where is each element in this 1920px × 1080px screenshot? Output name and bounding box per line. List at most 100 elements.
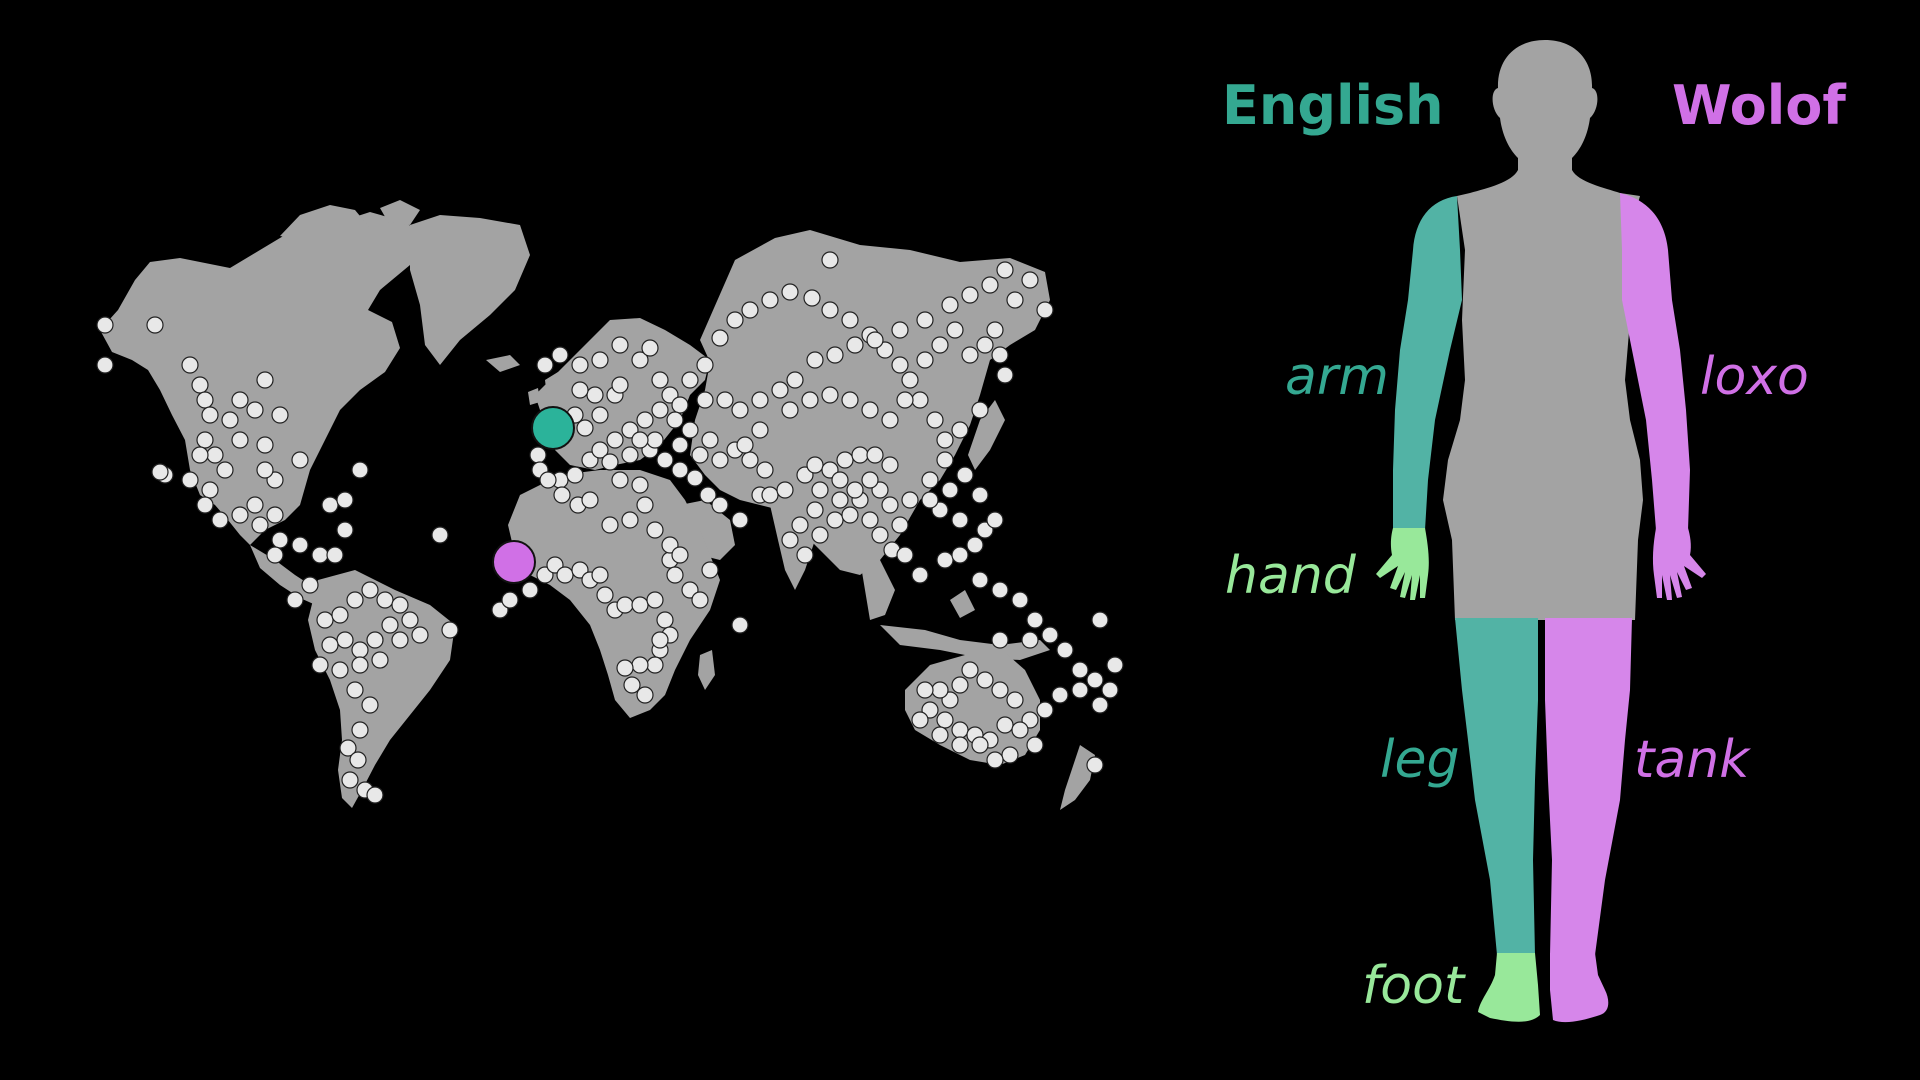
figure-hand-wolof [1652, 528, 1706, 600]
wolof-title: Wolof [1672, 74, 1846, 137]
language-dot [936, 451, 954, 469]
language-dot [1071, 681, 1089, 699]
language-dots [96, 251, 1124, 804]
language-dot [871, 526, 889, 544]
language-dot [431, 526, 449, 544]
language-dot [1021, 271, 1039, 289]
language-dot [566, 466, 584, 484]
language-dot [1071, 661, 1089, 679]
language-dot [96, 356, 114, 374]
language-dot [536, 356, 554, 374]
language-dot [741, 301, 759, 319]
language-dot [291, 451, 309, 469]
language-dot [201, 406, 219, 424]
language-dot [336, 631, 354, 649]
language-dot [361, 696, 379, 714]
language-dot [366, 786, 384, 804]
language-dot [971, 736, 989, 754]
language-dot [936, 551, 954, 569]
language-dot [1056, 641, 1074, 659]
language-dot [1086, 671, 1104, 689]
language-dot [731, 401, 749, 419]
language-dot [601, 516, 619, 534]
language-dot [311, 546, 329, 564]
language-dot [881, 496, 899, 514]
language-dot [971, 571, 989, 589]
language-dot [256, 461, 274, 479]
language-dot [521, 581, 539, 599]
figure-leg-wolof [1545, 618, 1632, 955]
language-dot [246, 496, 264, 514]
language-dot [246, 401, 264, 419]
continent-british-isles [528, 372, 565, 412]
language-dot [211, 511, 229, 529]
language-dot [681, 421, 699, 439]
language-dot [996, 366, 1014, 384]
language-dot [381, 616, 399, 634]
language-dot [916, 351, 934, 369]
language-dot [551, 346, 569, 364]
language-dot [1011, 721, 1029, 739]
language-dot [846, 336, 864, 354]
language-dot [501, 591, 519, 609]
language-dot [996, 716, 1014, 734]
language-dot [826, 346, 844, 364]
language-dot [911, 711, 929, 729]
language-dot [666, 566, 684, 584]
figure-torso [1443, 170, 1643, 620]
language-dot [866, 446, 884, 464]
language-dot [636, 411, 654, 429]
language-dot [651, 371, 669, 389]
language-dot [941, 481, 959, 499]
language-dot [529, 446, 547, 464]
language-dot [231, 506, 249, 524]
language-dot [411, 626, 429, 644]
language-dot [711, 451, 729, 469]
language-dot [611, 471, 629, 489]
language-dot [196, 496, 214, 514]
language-dot [339, 739, 357, 757]
language-dot [196, 431, 214, 449]
language-dot [636, 686, 654, 704]
language-dot [931, 681, 949, 699]
wolof-location-dot [492, 540, 536, 584]
figure-foot-english [1478, 953, 1540, 1022]
language-dot [146, 316, 164, 334]
language-dot [351, 656, 369, 674]
language-dot [591, 566, 609, 584]
language-dot [361, 581, 379, 599]
language-dot [621, 446, 639, 464]
language-dot [781, 401, 799, 419]
language-dot [1091, 611, 1109, 629]
language-dot [951, 546, 969, 564]
language-dot [256, 371, 274, 389]
language-dot [731, 511, 749, 529]
language-dot [376, 591, 394, 609]
language-dot [591, 351, 609, 369]
language-dot [776, 481, 794, 499]
language-dot [631, 351, 649, 369]
language-dot [731, 616, 749, 634]
language-dot [921, 491, 939, 509]
language-dot [946, 321, 964, 339]
language-dot [1006, 291, 1024, 309]
language-dot [96, 316, 114, 334]
language-dot [821, 301, 839, 319]
language-dot [901, 491, 919, 509]
language-dot [711, 329, 729, 347]
language-dot [671, 546, 689, 564]
language-dot [586, 386, 604, 404]
language-dot [351, 721, 369, 739]
language-dot [266, 546, 284, 564]
language-dot [841, 506, 859, 524]
word-loxo: loxo [1700, 347, 1809, 407]
language-dot [826, 511, 844, 529]
language-dot [911, 391, 929, 409]
continent-iceland [486, 355, 520, 372]
language-dot [806, 456, 824, 474]
language-dot [926, 411, 944, 429]
language-dot [616, 659, 634, 677]
language-dot [951, 421, 969, 439]
language-dot [196, 391, 214, 409]
language-dot [846, 481, 864, 499]
